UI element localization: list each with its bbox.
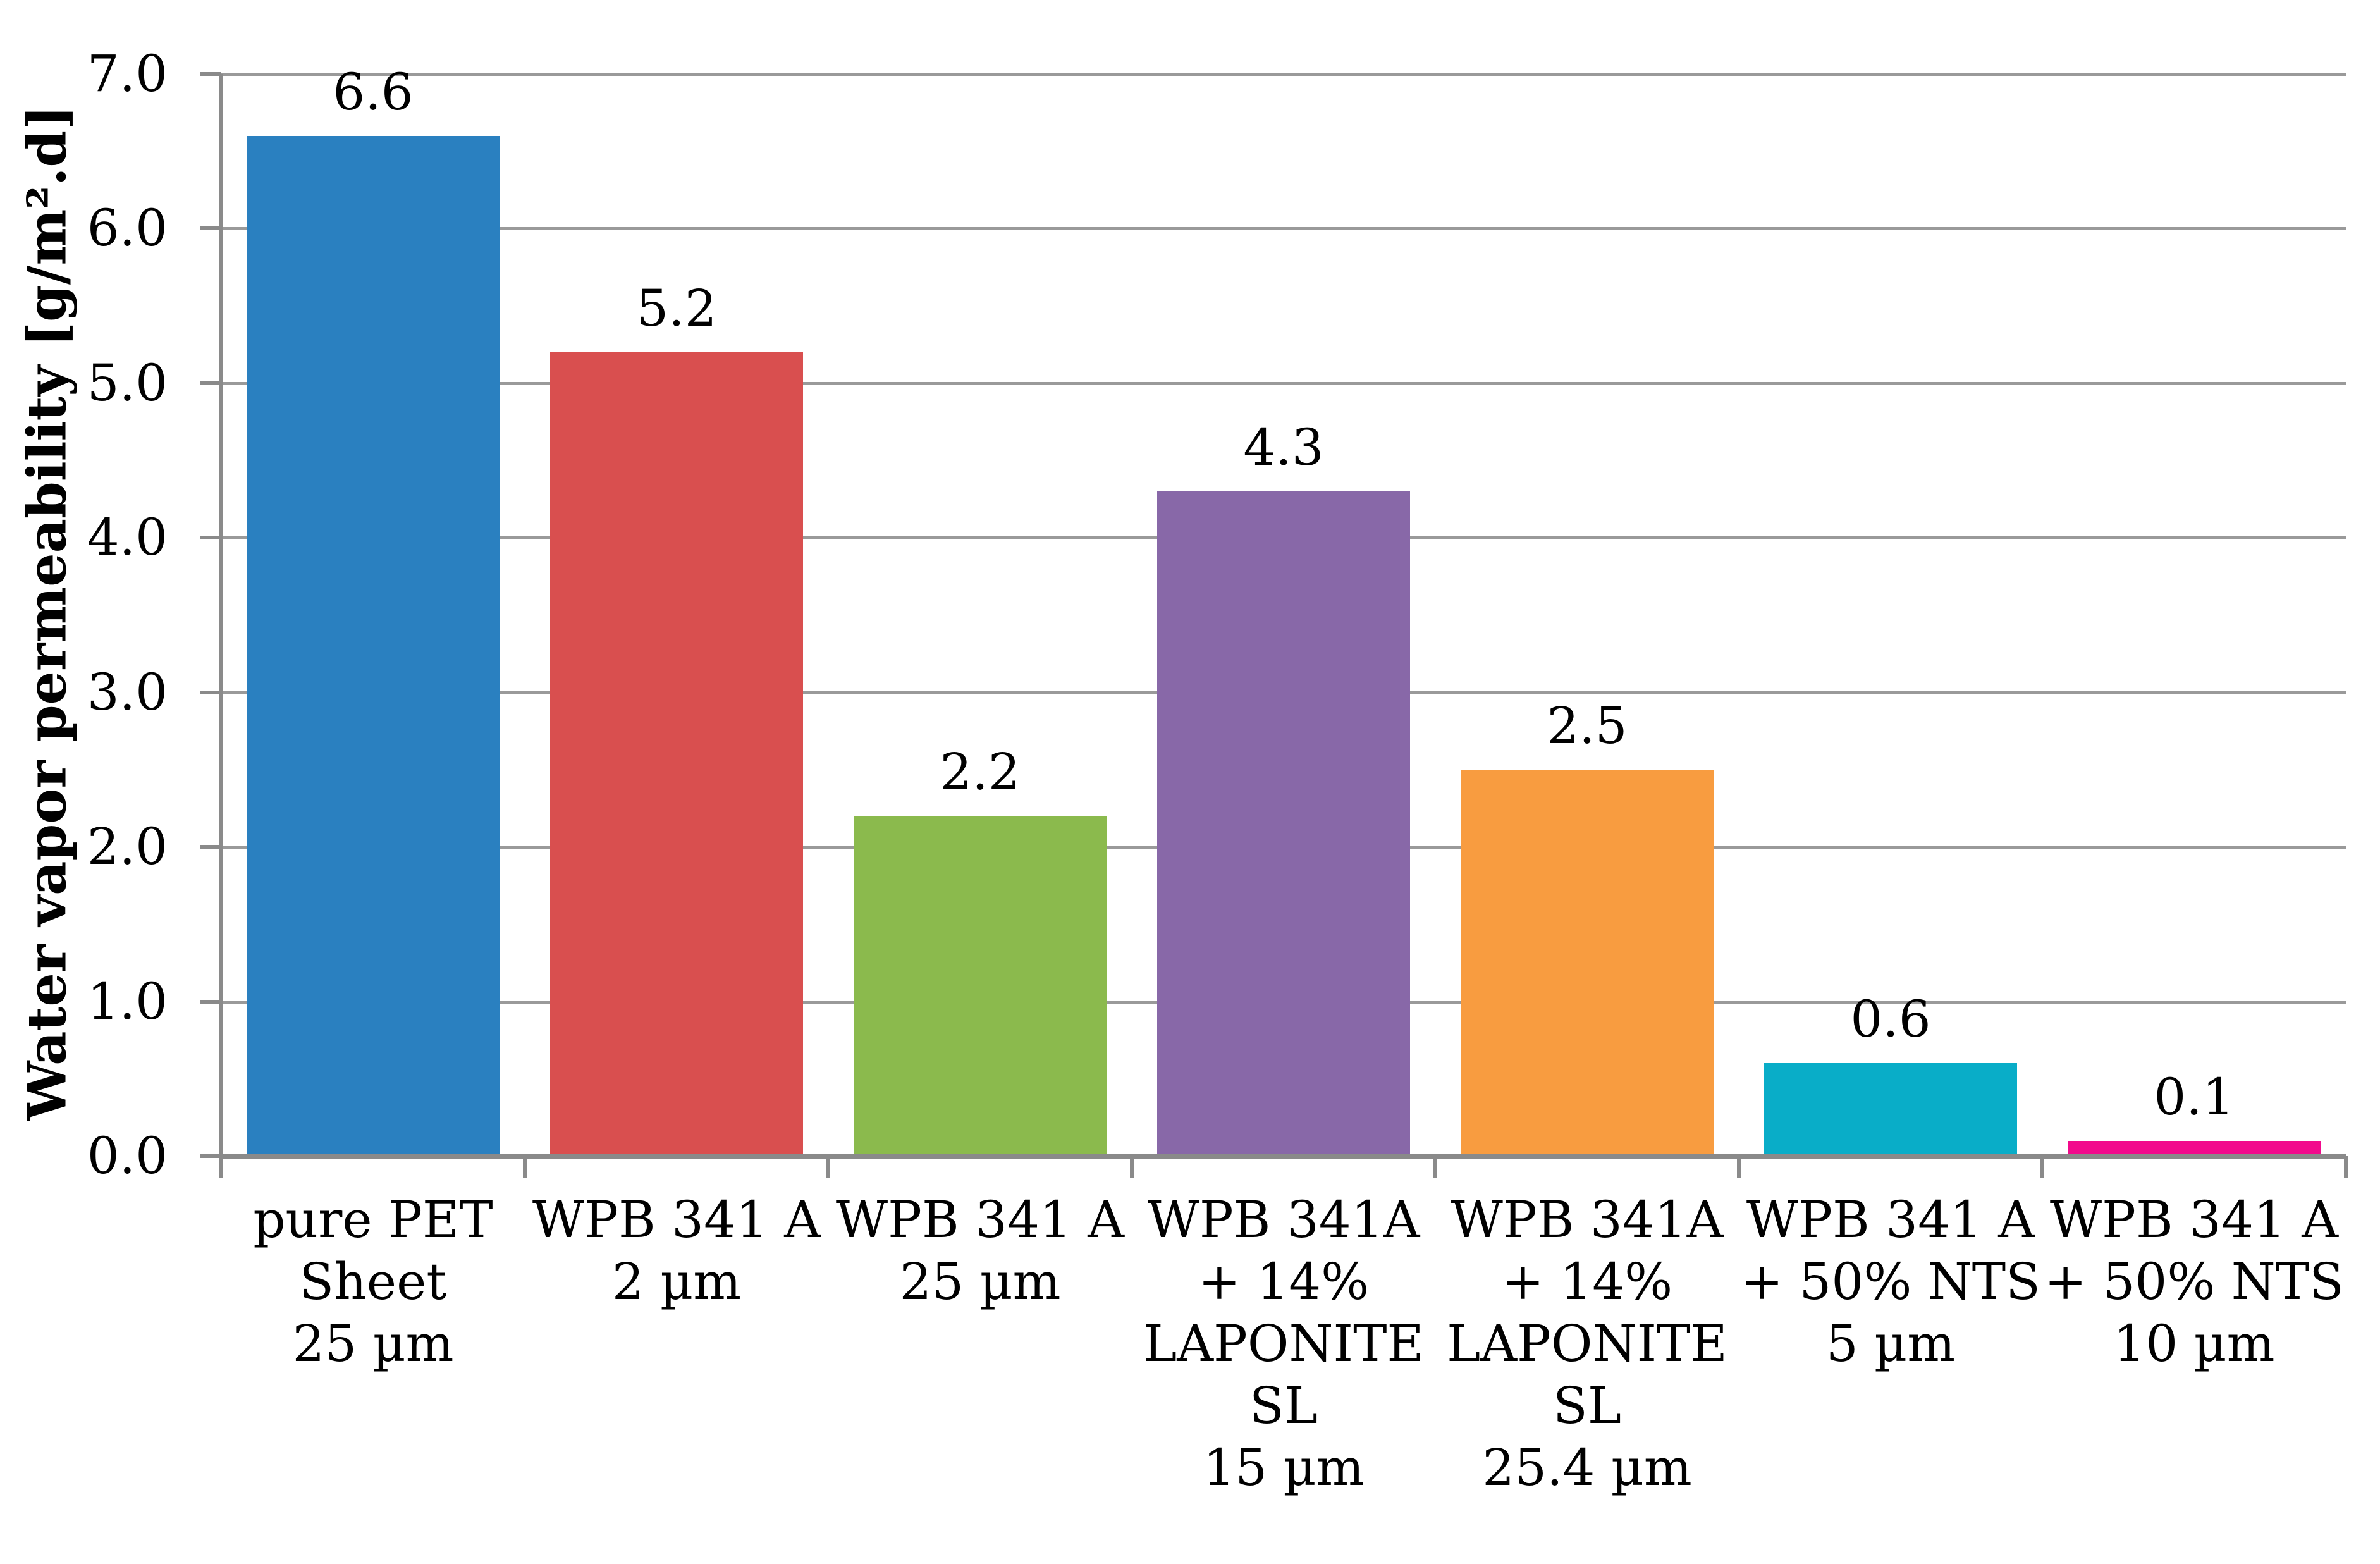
category-label: WPB 341 A + 50% NTS 5 µm [1739, 1189, 2042, 1375]
x-axis-tick [1130, 1156, 1134, 1178]
category-label-line: pure PET [253, 1190, 493, 1249]
gridline [221, 381, 2346, 385]
bar-value-label: 2.5 [1547, 696, 1628, 755]
category-label-line: WPB 341 A [1746, 1190, 2035, 1249]
bar-value-label: 4.3 [1243, 417, 1324, 477]
category-label-line: LAPONITE [1143, 1314, 1424, 1373]
y-axis-tick [200, 226, 221, 231]
y-axis-tick [200, 536, 221, 540]
category-label-line: + 50% NTS [2044, 1252, 2344, 1311]
bar [1461, 769, 1714, 1156]
x-axis-tick [2344, 1156, 2348, 1178]
category-label-line: WPB 341A [1147, 1190, 1420, 1249]
category-label-line: 15 µm [1203, 1438, 1365, 1497]
x-axis-tick [2040, 1156, 2044, 1178]
x-axis-tick [219, 1156, 223, 1178]
x-axis-tick [523, 1156, 527, 1178]
category-label-line: + 14% [1198, 1252, 1370, 1311]
y-tick-label: 3.0 [87, 662, 168, 722]
y-axis-tick [200, 1154, 221, 1158]
bar [854, 816, 1107, 1156]
category-label: WPB 341 A + 50% NTS 10 µm [2042, 1189, 2346, 1375]
gridline [221, 73, 2346, 76]
category-label-line: WPB 341A [1451, 1190, 1724, 1249]
category-label-line: LAPONITE [1447, 1314, 1727, 1373]
bar-value-label: 0.6 [1850, 990, 1931, 1049]
y-tick-label: 6.0 [87, 199, 168, 258]
category-label-line: WPB 341 A [835, 1190, 1125, 1249]
category-label: WPB 341A + 14% LAPONITE SL 15 µm [1132, 1189, 1435, 1499]
y-tick-label: 2.0 [87, 817, 168, 877]
category-label-line: SL [1553, 1376, 1621, 1435]
x-axis-tick [1433, 1156, 1437, 1178]
bar [247, 135, 500, 1156]
y-axis-tick [200, 690, 221, 694]
category-label-line: 25.4 µm [1482, 1438, 1692, 1497]
y-axis-tick [200, 72, 221, 76]
category-label-line: WPB 341 A [2049, 1190, 2339, 1249]
y-axis-tick [200, 999, 221, 1004]
bar [1157, 491, 1410, 1156]
category-label-line: 10 µm [2113, 1314, 2275, 1373]
category-label-line: 25 µm [292, 1314, 454, 1373]
category-label-line: 25 µm [899, 1252, 1061, 1311]
bar [2068, 1140, 2321, 1156]
y-tick-label: 4.0 [87, 508, 168, 567]
category-label-line: + 50% NTS [1741, 1252, 2040, 1311]
y-axis-tick [200, 845, 221, 849]
category-label: WPB 341A + 14% LAPONITE SL 25.4 µm [1435, 1189, 1739, 1499]
bar-value-label: 6.6 [333, 62, 414, 121]
bar-value-label: 5.2 [636, 278, 717, 338]
y-tick-label: 5.0 [87, 353, 168, 412]
bar [1764, 1063, 2017, 1156]
category-label: WPB 341 A 25 µm [828, 1189, 1132, 1313]
category-label-line: WPB 341 A [532, 1190, 821, 1249]
x-axis-tick [826, 1156, 830, 1178]
y-axis-tick [200, 381, 221, 385]
category-label-line: Sheet [299, 1252, 447, 1311]
bar-value-label: 0.1 [2154, 1067, 2235, 1126]
y-tick-label: 1.0 [87, 971, 168, 1031]
category-label-line: 2 µm [611, 1252, 742, 1311]
gridline [221, 227, 2346, 231]
y-tick-label: 7.0 [87, 44, 168, 103]
category-label-line: + 14% [1501, 1252, 1673, 1311]
category-label-line: 5 µm [1825, 1314, 1956, 1373]
category-label: pure PET Sheet 25 µm [221, 1189, 525, 1375]
bar [550, 352, 803, 1156]
x-axis-line [221, 1154, 2346, 1159]
bar-value-label: 2.2 [940, 742, 1021, 802]
category-label-line: SL [1249, 1376, 1318, 1435]
y-axis-line [219, 74, 223, 1156]
x-axis-tick [1737, 1156, 1741, 1178]
y-tick-label: 0.0 [87, 1126, 168, 1185]
